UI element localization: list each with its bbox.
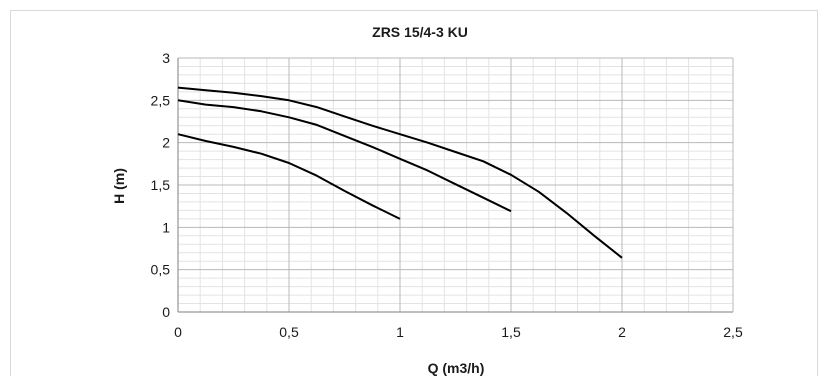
x-tick-label: 0,5 bbox=[279, 324, 299, 340]
x-tick-label: 2 bbox=[618, 324, 626, 340]
y-tick-label: 3 bbox=[162, 50, 170, 66]
y-axis-label: H (m) bbox=[111, 168, 127, 204]
x-tick-label: 1 bbox=[396, 324, 404, 340]
y-tick-label: 0,5 bbox=[151, 262, 171, 278]
y-tick-label: 0 bbox=[162, 304, 170, 320]
curve-line-3 bbox=[177, 86, 623, 259]
chart-frame bbox=[10, 10, 818, 376]
curves bbox=[177, 86, 623, 259]
y-tick-label: 1 bbox=[162, 219, 170, 235]
x-tick-label: 2,5 bbox=[723, 324, 743, 340]
y-tick-label: 2 bbox=[162, 135, 170, 151]
y-tick-labels: 0 0,5 1 1,5 2 2,5 3 bbox=[151, 50, 171, 320]
x-axis-label: Q (m3/h) bbox=[428, 360, 485, 376]
y-tick-label: 1,5 bbox=[151, 177, 171, 193]
chart-title: ZRS 15/4-3 KU bbox=[372, 24, 468, 40]
curve-line-1 bbox=[177, 133, 401, 220]
x-tick-label: 1,5 bbox=[501, 324, 521, 340]
curve-line-2 bbox=[177, 99, 512, 213]
x-tick-labels: 0 0,5 1 1,5 2 2,5 bbox=[174, 324, 743, 340]
x-tick-label: 0 bbox=[174, 324, 182, 340]
y-tick-label: 2,5 bbox=[151, 92, 171, 108]
